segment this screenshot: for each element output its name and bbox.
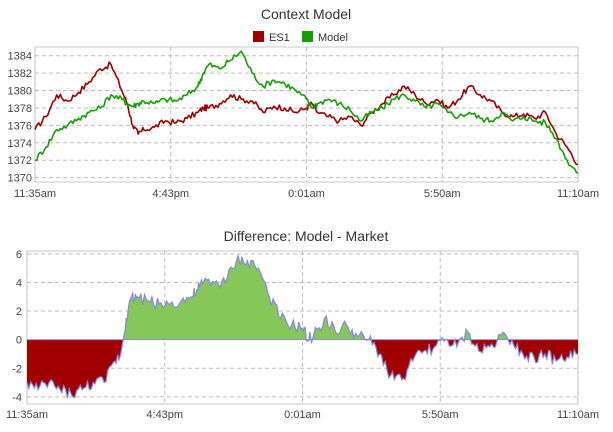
difference-chart: Difference: Model - Market -4 -2 0 2 4 6 11:3…	[6, 228, 599, 421]
bottom-y-tick-label: -2	[12, 363, 22, 375]
bottom-y-tick-label: 6	[16, 249, 22, 261]
difference-area-negative	[27, 339, 578, 399]
top-x-tick-label: 0:01am	[288, 188, 325, 200]
bottom-y-axis: -4 -2 0 2 4 6	[12, 249, 22, 404]
difference-area-positive	[27, 255, 578, 340]
top-y-tick-label: 1372	[8, 155, 32, 167]
bottom-y-tick-label: 4	[16, 277, 22, 289]
top-y-tick-label: 1384	[8, 51, 32, 63]
bottom-chart-title: Difference: Model - Market	[224, 228, 389, 244]
top-y-tick-label: 1382	[8, 68, 32, 80]
legend-swatch-es1[interactable]	[253, 31, 264, 42]
top-x-tick-label: 11:35am	[14, 188, 56, 200]
top-x-tick-label: 4:43pm	[152, 188, 189, 200]
top-x-axis: 11:35am 4:43pm 0:01am 5:50am 11:10am	[14, 188, 599, 200]
context-model-chart: Context Model ES1 Model 1370 1372 1374 1376…	[8, 6, 599, 200]
top-y-axis: 1370 1372 1374 1376 1378 1380 1382 1384	[8, 51, 32, 185]
bottom-x-tick-label: 0:01am	[284, 409, 321, 421]
bottom-x-tick-label: 5:50am	[422, 409, 459, 421]
bottom-y-tick-label: 0	[16, 335, 22, 347]
top-x-tick-label: 11:10am	[557, 188, 599, 200]
bottom-x-tick-label: 11:10am	[557, 409, 599, 421]
top-y-tick-label: 1380	[8, 86, 32, 98]
legend-swatch-model[interactable]	[302, 31, 313, 42]
top-grid	[34, 46, 579, 183]
bottom-x-axis: 11:35am 4:43pm 0:01am 5:50am 11:10am	[6, 409, 599, 421]
legend-label-es1[interactable]: ES1	[269, 32, 290, 44]
bottom-x-tick-label: 4:43pm	[146, 409, 183, 421]
legend-label-model[interactable]: Model	[318, 32, 348, 44]
difference-line	[26, 253, 578, 399]
top-y-tick-label: 1376	[8, 120, 32, 132]
top-series	[34, 50, 579, 174]
top-x-tick-label: 5:50am	[424, 188, 461, 200]
legend: ES1 Model	[253, 31, 348, 44]
bottom-grid	[26, 250, 579, 405]
difference-area	[26, 253, 578, 399]
top-y-tick-label: 1374	[8, 138, 32, 150]
bottom-x-tick-label: 11:35am	[6, 409, 48, 421]
top-y-tick-label: 1378	[8, 103, 32, 115]
bottom-y-tick-label: -4	[12, 392, 22, 404]
top-chart-title: Context Model	[261, 6, 351, 22]
top-y-tick-label: 1370	[8, 173, 32, 185]
bottom-y-tick-label: 2	[16, 306, 22, 318]
series-line-model	[34, 50, 579, 174]
